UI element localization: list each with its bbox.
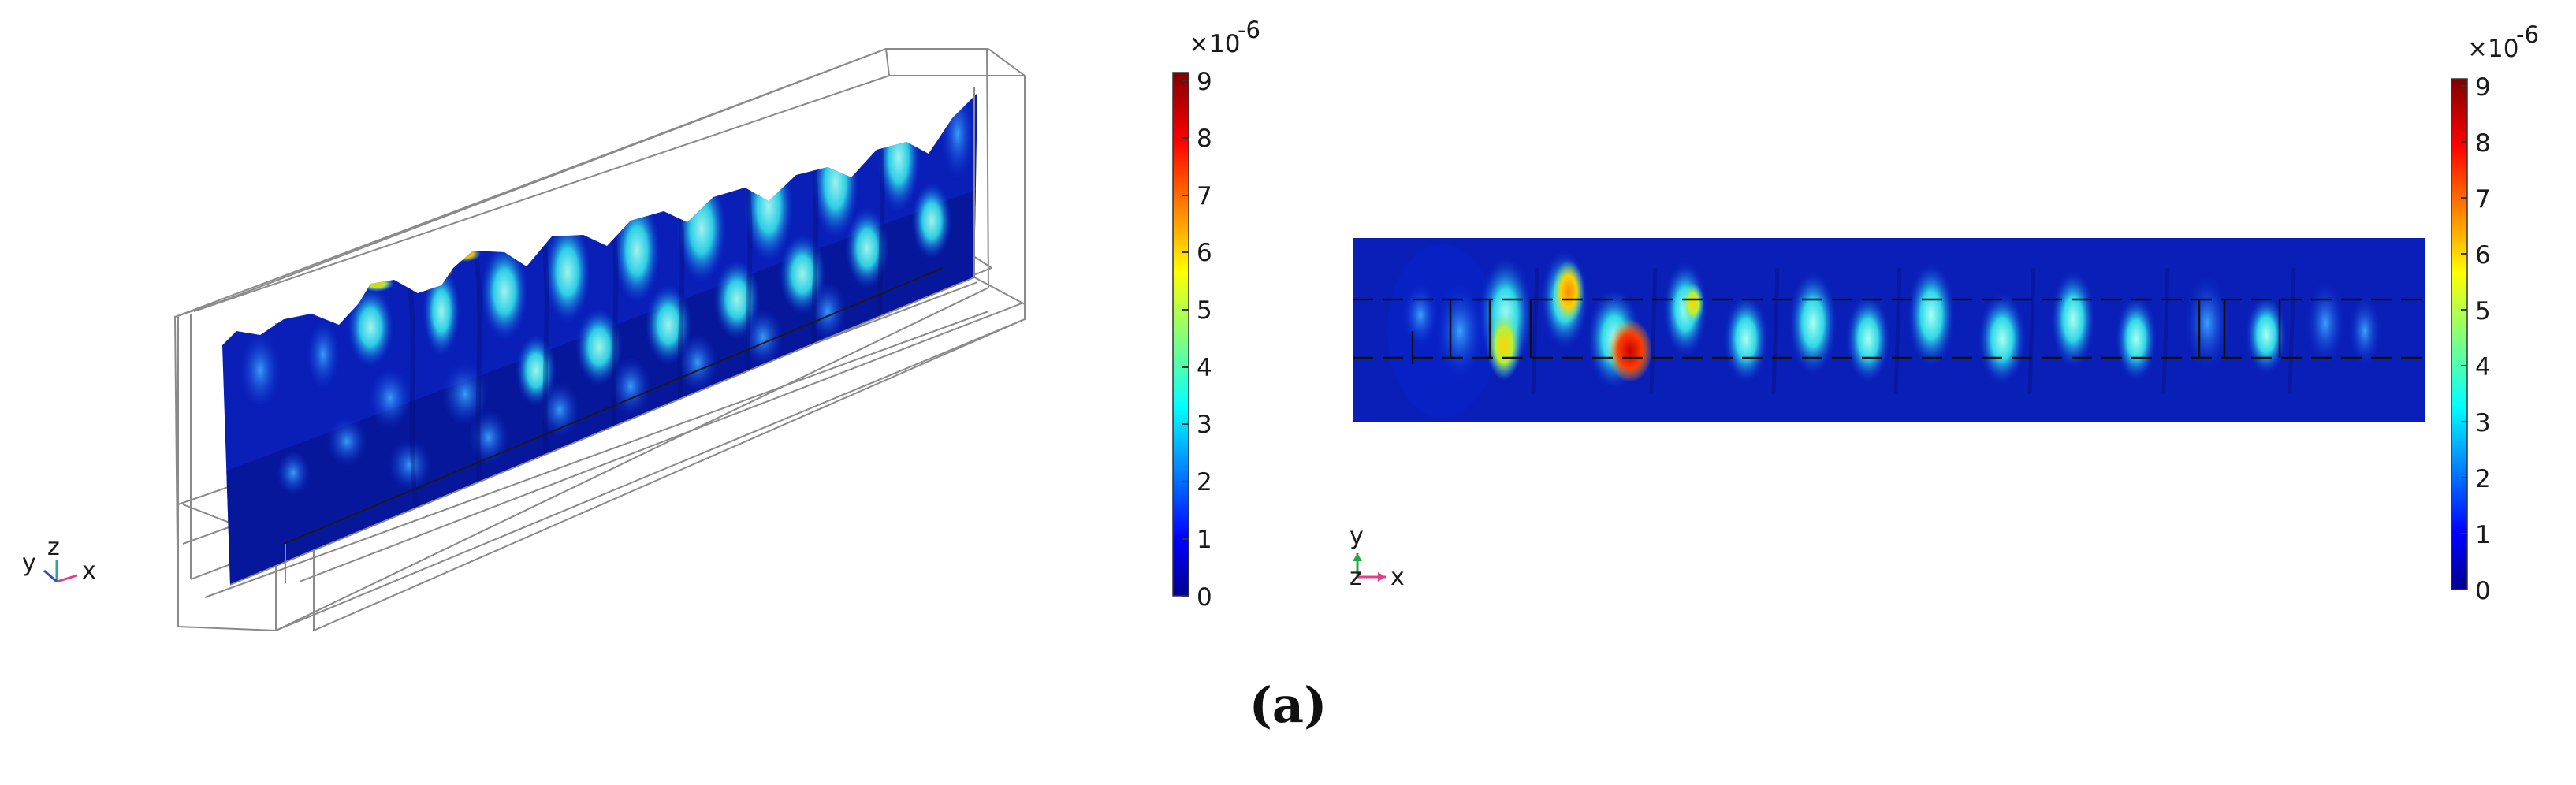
triad-right-x-label: x (1390, 564, 1405, 591)
colorbar-right-exponent: -6 (2516, 21, 2539, 48)
colorbar-left-exponent: -6 (1238, 17, 1260, 43)
triad-left-z-label: z (47, 534, 60, 561)
colorbar-left-tick-6: 6 (1197, 239, 1212, 267)
colorbar-left-tick-5: 5 (1197, 296, 1212, 325)
colorbar-right-gradient (2451, 78, 2468, 590)
colorbar-left-tick-9: 9 (1197, 68, 1212, 96)
figure-caption: (a) (1249, 676, 1327, 734)
colorbar-right-tick-9: 9 (2475, 73, 2491, 102)
colorbar-left-tick-2: 2 (1197, 468, 1212, 497)
colorbar-right-tick-2: 2 (2475, 465, 2491, 493)
colorbar-left-tick-0: 0 (1197, 583, 1212, 612)
top-view-surface (1353, 238, 2425, 422)
triad-right-z-label: z (1349, 564, 1362, 591)
colorbar-left-tick-3: 3 (1197, 411, 1212, 439)
colorbar-left-gradient (1172, 72, 1189, 597)
colorbar-left-tick-8: 8 (1197, 125, 1212, 153)
displacement-surface (222, 93, 977, 585)
colorbar-left: 0 1 2 3 4 5 6 7 8 9 ×10 -6 (1172, 17, 1260, 612)
triad-left-x-label: x (82, 557, 96, 585)
colorbar-right-tick-1: 1 (2475, 521, 2491, 549)
colorbar-left-multiplier: ×10 (1189, 30, 1240, 58)
colorbar-right-tick-6: 6 (2475, 241, 2491, 270)
triad-left-y-label: y (22, 549, 36, 577)
colorbar-right-tick-5: 5 (2475, 297, 2491, 326)
colorbar-right-tick-3: 3 (2475, 409, 2491, 437)
colorbar-right: 0 1 2 3 4 5 6 7 8 9 ×10 -6 (2451, 21, 2539, 605)
colorbar-left-tick-4: 4 (1197, 354, 1212, 382)
axis-triad-right: y z x (1349, 523, 1405, 591)
axis-triad-left: y z x (22, 534, 96, 585)
colorbar-left-tick-7: 7 (1197, 182, 1212, 210)
colorbar-right-multiplier: ×10 (2467, 35, 2518, 63)
colorbar-right-tick-8: 8 (2475, 129, 2491, 158)
triad-right-y-label: y (1349, 523, 1364, 550)
right-top-view (1353, 238, 2425, 422)
colorbar-right-tick-0: 0 (2475, 577, 2491, 605)
left-3d-view (173, 48, 1026, 632)
colorbar-right-tick-4: 4 (2475, 353, 2491, 381)
colorbar-left-tick-1: 1 (1197, 526, 1212, 554)
colorbar-right-tick-7: 7 (2475, 185, 2491, 214)
